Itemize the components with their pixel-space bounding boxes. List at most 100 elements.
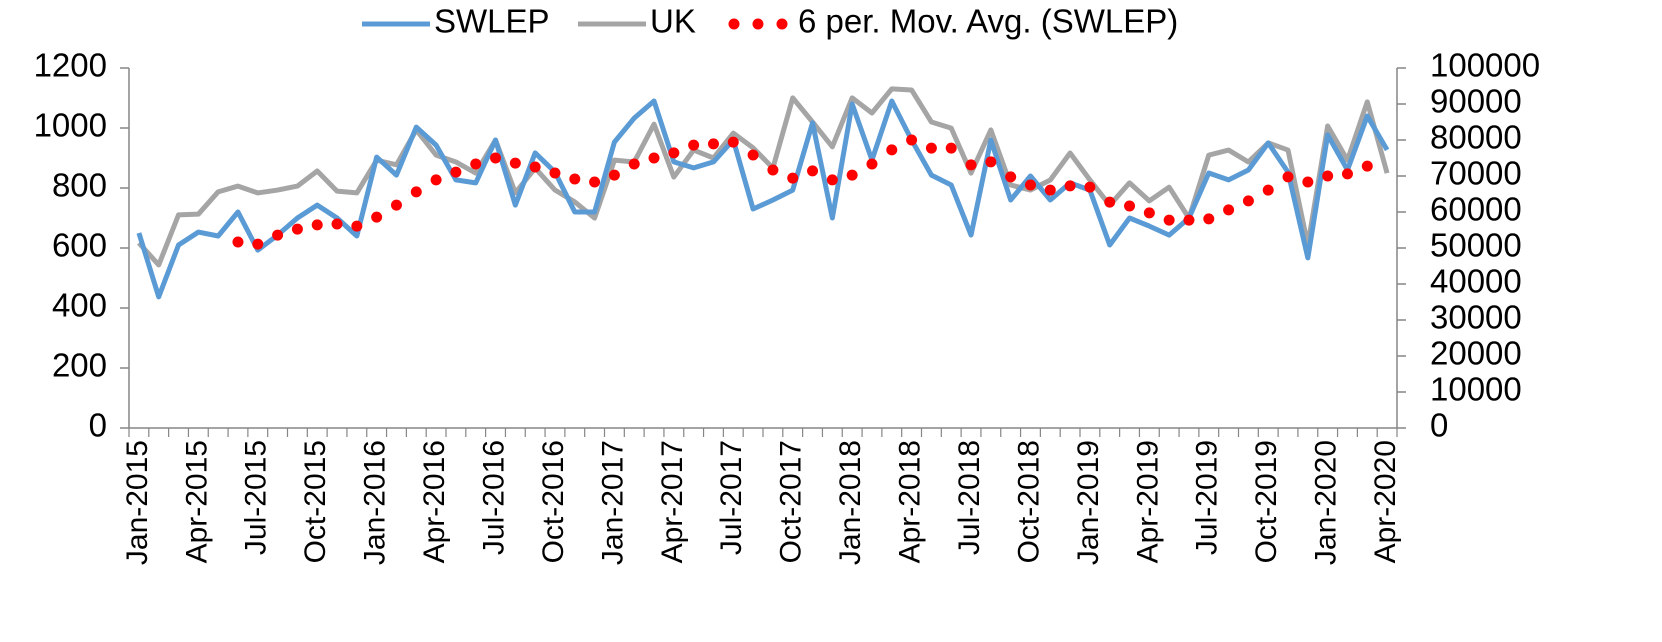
y-tick-label: 0 bbox=[89, 407, 107, 444]
moving-average-point bbox=[351, 220, 363, 232]
moving-average-point bbox=[450, 166, 462, 178]
moving-average-point bbox=[291, 223, 303, 235]
y2-tick-label: 30000 bbox=[1430, 299, 1522, 336]
y-tick-label: 400 bbox=[52, 287, 107, 324]
x-tick-label: Oct-2019 bbox=[1250, 440, 1283, 563]
y-tick-label: 1000 bbox=[34, 107, 107, 144]
legend-label: SWLEP bbox=[434, 3, 550, 40]
moving-average-point bbox=[390, 199, 402, 211]
x-tick-label: Apr-2020 bbox=[1369, 440, 1402, 563]
x-tick-label: Jan-2016 bbox=[359, 440, 392, 565]
x-tick-label: Jan-2015 bbox=[121, 440, 154, 565]
legend-label: 6 per. Mov. Avg. (SWLEP) bbox=[798, 3, 1178, 40]
moving-average-point bbox=[1124, 200, 1136, 212]
y2-tick-label: 50000 bbox=[1430, 227, 1522, 264]
x-tick-label: Jan-2020 bbox=[1310, 440, 1343, 565]
legend-marker bbox=[776, 18, 788, 30]
moving-average-point bbox=[232, 236, 244, 248]
x-tick-label: Jan-2019 bbox=[1072, 440, 1105, 565]
moving-average-point bbox=[886, 144, 898, 156]
legend-label: UK bbox=[650, 3, 696, 40]
moving-average-point bbox=[490, 152, 502, 164]
moving-average-point bbox=[549, 167, 561, 179]
x-tick-label: Apr-2016 bbox=[418, 440, 451, 563]
moving-average-point bbox=[509, 157, 521, 169]
y-tick-label: 600 bbox=[52, 227, 107, 264]
x-tick-label: Jul-2017 bbox=[715, 440, 748, 555]
moving-average-point bbox=[410, 186, 422, 198]
moving-average-point bbox=[371, 211, 383, 223]
moving-average-point bbox=[906, 134, 918, 146]
series-line bbox=[136, 98, 1390, 300]
moving-average-point bbox=[945, 142, 957, 154]
moving-average-point bbox=[1084, 181, 1096, 193]
x-tick-label: Apr-2017 bbox=[656, 440, 689, 563]
moving-average-point bbox=[1163, 214, 1175, 226]
moving-average-point bbox=[1024, 179, 1036, 191]
moving-average-point bbox=[1143, 207, 1155, 219]
moving-average-point bbox=[1361, 160, 1373, 172]
moving-average-point bbox=[1203, 213, 1215, 225]
moving-average-point bbox=[529, 161, 541, 173]
y2-tick-label: 10000 bbox=[1430, 371, 1522, 408]
moving-average-point bbox=[985, 156, 997, 168]
moving-average-point bbox=[1183, 214, 1195, 226]
moving-average-point bbox=[866, 158, 878, 170]
moving-average-point bbox=[430, 174, 442, 186]
x-tick-label: Jul-2019 bbox=[1191, 440, 1224, 555]
x-tick-label: Apr-2018 bbox=[894, 440, 927, 563]
y-tick-label: 200 bbox=[52, 347, 107, 384]
x-tick-label: Oct-2016 bbox=[537, 440, 570, 563]
y2-tick-label: 100000 bbox=[1430, 47, 1540, 84]
legend-marker bbox=[728, 18, 740, 30]
series-line bbox=[137, 86, 1390, 268]
moving-average-point bbox=[1322, 170, 1334, 182]
moving-average-point bbox=[925, 142, 937, 154]
moving-average-point bbox=[1242, 195, 1254, 207]
moving-average-point bbox=[747, 149, 759, 161]
legend-marker bbox=[752, 18, 764, 30]
moving-average-point bbox=[767, 164, 779, 176]
y-tick-label: 800 bbox=[52, 167, 107, 204]
x-tick-label: Jul-2015 bbox=[240, 440, 273, 555]
moving-average-point bbox=[569, 173, 581, 185]
moving-average-point bbox=[965, 159, 977, 171]
x-tick-label: Jul-2016 bbox=[477, 440, 510, 555]
moving-average-point bbox=[1064, 180, 1076, 192]
moving-average-point bbox=[628, 158, 640, 170]
x-tick-label: Jan-2018 bbox=[834, 440, 867, 565]
moving-average-point bbox=[1005, 171, 1017, 183]
x-tick-label: Oct-2018 bbox=[1012, 440, 1045, 563]
moving-average-point bbox=[331, 218, 343, 230]
y2-tick-label: 60000 bbox=[1430, 191, 1522, 228]
moving-average-point bbox=[787, 172, 799, 184]
moving-average-point bbox=[826, 174, 838, 186]
moving-average-point bbox=[846, 169, 858, 181]
y2-tick-label: 0 bbox=[1430, 407, 1448, 444]
moving-average-point bbox=[668, 147, 680, 159]
y2-tick-label: 20000 bbox=[1430, 335, 1522, 372]
moving-average-point bbox=[470, 158, 482, 170]
moving-average-point bbox=[1223, 204, 1235, 216]
moving-average-point bbox=[272, 229, 284, 241]
moving-average-point bbox=[648, 152, 660, 164]
x-tick-label: Apr-2019 bbox=[1131, 440, 1164, 563]
x-tick-label: Oct-2015 bbox=[299, 440, 332, 563]
moving-average-point bbox=[1262, 184, 1274, 196]
moving-average-point bbox=[1341, 168, 1353, 180]
moving-average-point bbox=[727, 136, 739, 148]
x-tick-label: Jan-2017 bbox=[596, 440, 629, 565]
y-tick-label: 1200 bbox=[34, 47, 107, 84]
y2-tick-label: 80000 bbox=[1430, 119, 1522, 156]
moving-average-point bbox=[1302, 176, 1314, 188]
moving-average-point bbox=[807, 165, 819, 177]
moving-average-point bbox=[311, 219, 323, 231]
moving-average-point bbox=[1282, 171, 1294, 183]
x-tick-label: Oct-2017 bbox=[775, 440, 808, 563]
x-tick-label: Apr-2015 bbox=[180, 440, 213, 563]
y2-tick-label: 40000 bbox=[1430, 263, 1522, 300]
moving-average-point bbox=[608, 169, 620, 181]
x-tick-label: Jul-2018 bbox=[953, 440, 986, 555]
